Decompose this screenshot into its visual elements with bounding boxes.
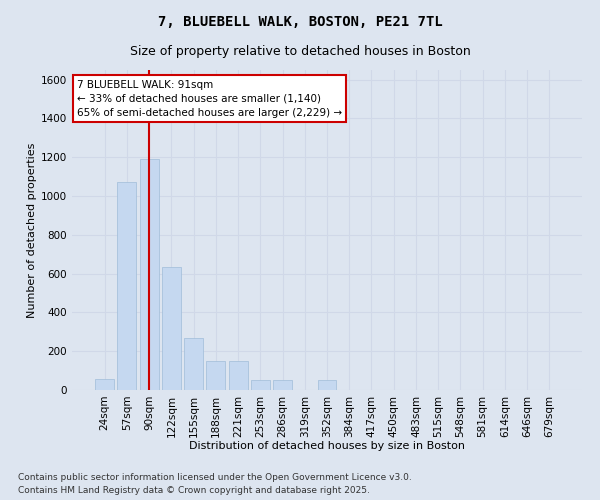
Bar xyxy=(317,380,337,390)
Bar xyxy=(184,338,203,390)
Bar xyxy=(162,267,181,390)
Bar xyxy=(118,182,136,390)
Text: 7, BLUEBELL WALK, BOSTON, PE21 7TL: 7, BLUEBELL WALK, BOSTON, PE21 7TL xyxy=(158,15,442,29)
Text: Contains HM Land Registry data © Crown copyright and database right 2025.: Contains HM Land Registry data © Crown c… xyxy=(18,486,370,495)
Bar xyxy=(273,380,292,390)
Bar xyxy=(140,159,158,390)
Text: Contains public sector information licensed under the Open Government Licence v3: Contains public sector information licen… xyxy=(18,474,412,482)
Text: Size of property relative to detached houses in Boston: Size of property relative to detached ho… xyxy=(130,45,470,58)
Bar xyxy=(229,361,248,390)
X-axis label: Distribution of detached houses by size in Boston: Distribution of detached houses by size … xyxy=(189,441,465,451)
Bar xyxy=(206,361,225,390)
Text: 7 BLUEBELL WALK: 91sqm
← 33% of detached houses are smaller (1,140)
65% of semi-: 7 BLUEBELL WALK: 91sqm ← 33% of detached… xyxy=(77,80,342,118)
Bar xyxy=(251,380,270,390)
Y-axis label: Number of detached properties: Number of detached properties xyxy=(27,142,37,318)
Bar xyxy=(95,380,114,390)
